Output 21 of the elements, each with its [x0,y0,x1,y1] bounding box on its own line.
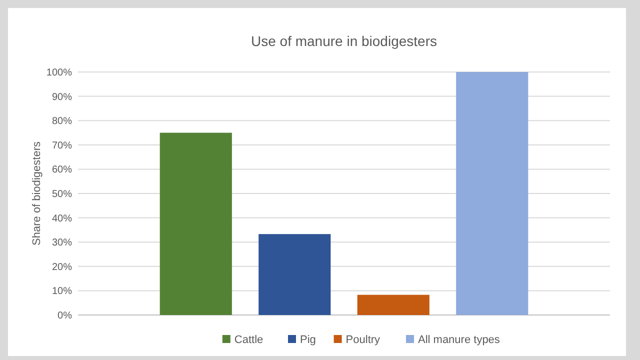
bar [456,72,528,315]
y-tick-label: 50% [52,189,72,200]
y-tick-label: 70% [52,140,72,152]
y-tick-label: 40% [52,213,72,224]
y-tick-label: 90% [52,92,72,103]
y-tick-label: 10% [52,286,72,298]
legend-label: Cattle [234,334,264,346]
y-tick-label: 80% [52,116,72,128]
y-tick-label: 60% [52,164,72,176]
chart-title: Use of manure in biodigesters [251,33,437,49]
y-tick-label: 30% [52,238,72,249]
y-tick-label: 0% [58,310,72,322]
legend-label: All manure types [418,334,500,346]
y-tick-label: 100% [46,68,72,78]
legend-label: Poultry [346,334,381,346]
bar [258,234,331,315]
y-axis-title: Share of biodigesters [31,141,43,246]
y-tick-label: 20% [52,262,72,273]
bar [160,132,232,315]
bar [357,294,430,315]
legend-label: Pig [300,334,316,346]
